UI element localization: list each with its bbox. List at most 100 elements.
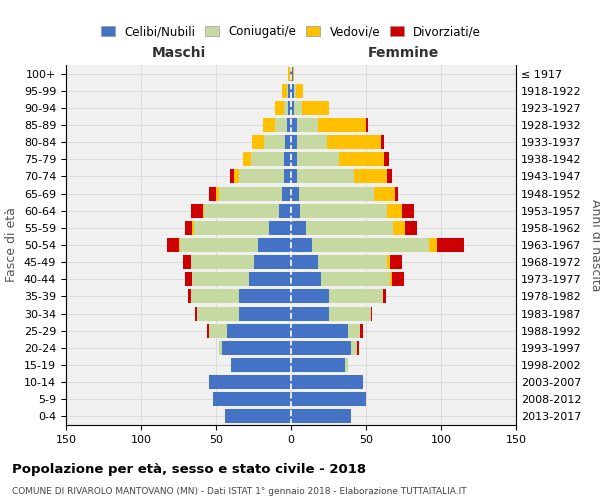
- Bar: [291, 118, 297, 132]
- Bar: [209, 324, 227, 338]
- Bar: [321, 272, 390, 286]
- Bar: [179, 238, 180, 252]
- Bar: [384, 152, 389, 166]
- Bar: [287, 84, 288, 98]
- Bar: [299, 186, 373, 200]
- Bar: [291, 66, 293, 80]
- Bar: [269, 221, 291, 235]
- Bar: [300, 204, 387, 218]
- Bar: [284, 101, 288, 115]
- Bar: [297, 152, 339, 166]
- Y-axis label: Anni di nascita: Anni di nascita: [589, 198, 600, 291]
- Bar: [284, 170, 291, 183]
- Bar: [291, 135, 297, 149]
- Bar: [387, 255, 390, 269]
- Bar: [318, 255, 387, 269]
- Bar: [290, 66, 291, 80]
- Bar: [227, 324, 291, 338]
- Bar: [167, 238, 179, 252]
- Bar: [231, 358, 291, 372]
- Bar: [390, 255, 402, 269]
- Bar: [225, 410, 291, 424]
- Bar: [249, 272, 291, 286]
- Bar: [348, 324, 360, 338]
- Bar: [185, 272, 192, 286]
- Bar: [360, 324, 363, 338]
- Bar: [185, 221, 192, 235]
- Bar: [354, 170, 387, 183]
- Bar: [191, 290, 239, 304]
- Bar: [193, 221, 269, 235]
- Text: COMUNE DI RIVAROLO MANTOVANO (MN) - Dati ISTAT 1° gennaio 2018 - Elaborazione TU: COMUNE DI RIVAROLO MANTOVANO (MN) - Dati…: [12, 488, 467, 496]
- Bar: [405, 221, 417, 235]
- Bar: [371, 306, 372, 320]
- Bar: [329, 306, 371, 320]
- Bar: [329, 290, 383, 304]
- Bar: [192, 272, 249, 286]
- Bar: [222, 341, 291, 355]
- Bar: [204, 204, 279, 218]
- Bar: [187, 290, 191, 304]
- Bar: [219, 186, 282, 200]
- Bar: [291, 392, 366, 406]
- Bar: [390, 272, 392, 286]
- Bar: [213, 392, 291, 406]
- Bar: [291, 204, 300, 218]
- Bar: [297, 135, 327, 149]
- Bar: [279, 204, 291, 218]
- Bar: [291, 272, 321, 286]
- Bar: [252, 135, 264, 149]
- Bar: [243, 152, 251, 166]
- Bar: [180, 238, 258, 252]
- Bar: [203, 204, 204, 218]
- Bar: [288, 66, 290, 80]
- Bar: [209, 375, 291, 389]
- Bar: [229, 170, 234, 183]
- Bar: [263, 118, 275, 132]
- Bar: [207, 324, 209, 338]
- Bar: [402, 204, 414, 218]
- Bar: [264, 135, 285, 149]
- Bar: [351, 341, 357, 355]
- Bar: [183, 255, 191, 269]
- Bar: [192, 221, 193, 235]
- Bar: [318, 118, 366, 132]
- Bar: [302, 101, 329, 115]
- Bar: [275, 118, 287, 132]
- Bar: [395, 186, 398, 200]
- Bar: [373, 186, 395, 200]
- Bar: [291, 324, 348, 338]
- Bar: [195, 306, 197, 320]
- Bar: [291, 255, 318, 269]
- Bar: [239, 170, 284, 183]
- Bar: [219, 341, 222, 355]
- Bar: [291, 221, 306, 235]
- Bar: [275, 101, 284, 115]
- Bar: [197, 306, 239, 320]
- Bar: [251, 152, 284, 166]
- Bar: [306, 221, 393, 235]
- Bar: [392, 272, 404, 286]
- Bar: [291, 186, 299, 200]
- Bar: [288, 84, 291, 98]
- Y-axis label: Fasce di età: Fasce di età: [5, 208, 19, 282]
- Bar: [383, 290, 386, 304]
- Bar: [284, 152, 291, 166]
- Bar: [294, 84, 296, 98]
- Bar: [191, 255, 254, 269]
- Bar: [282, 84, 287, 98]
- Bar: [294, 101, 302, 115]
- Bar: [291, 410, 351, 424]
- Bar: [291, 238, 312, 252]
- Text: Popolazione per età, sesso e stato civile - 2018: Popolazione per età, sesso e stato civil…: [12, 462, 366, 475]
- Bar: [287, 118, 291, 132]
- Bar: [291, 84, 294, 98]
- Bar: [209, 186, 216, 200]
- Text: Femmine: Femmine: [368, 46, 439, 60]
- Bar: [258, 238, 291, 252]
- Bar: [291, 152, 297, 166]
- Bar: [296, 84, 303, 98]
- Bar: [387, 204, 402, 218]
- Bar: [437, 238, 464, 252]
- Bar: [291, 358, 345, 372]
